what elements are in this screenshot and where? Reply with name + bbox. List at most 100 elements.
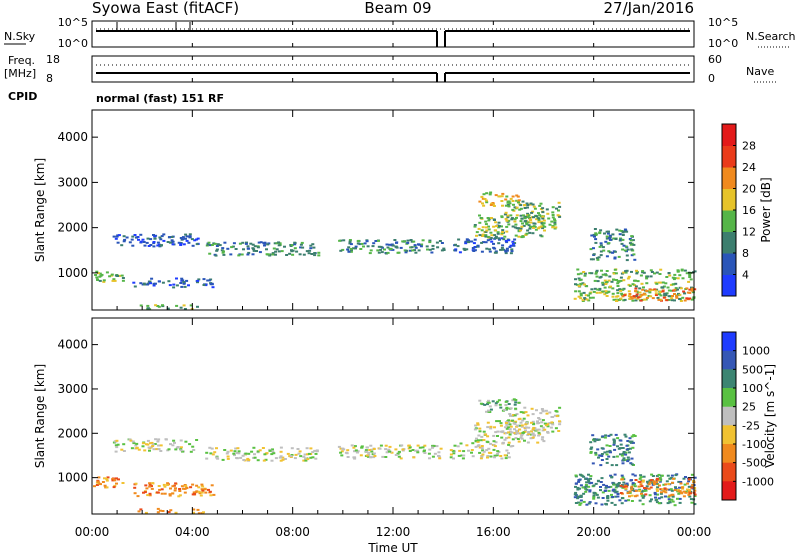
- title-center: Beam 09: [364, 0, 431, 17]
- echo-cell: [605, 235, 609, 238]
- echo-cell: [207, 279, 211, 282]
- echo-cell: [188, 236, 192, 239]
- echo-cell: [309, 247, 313, 250]
- echo-cell: [263, 244, 266, 247]
- power-echo-layer: [94, 191, 697, 311]
- echo-cell: [290, 447, 294, 450]
- echo-cell: [678, 274, 682, 277]
- echo-cell: [513, 238, 517, 241]
- echo-cell: [290, 244, 294, 247]
- echo-cell: [678, 297, 681, 300]
- echo-cell: [96, 272, 100, 275]
- echo-cell: [655, 271, 659, 274]
- echo-cell: [635, 272, 639, 275]
- echo-cell: [606, 232, 610, 235]
- echo-cell: [117, 234, 121, 237]
- echo-cell: [174, 511, 178, 514]
- echo-cell: [574, 485, 577, 488]
- echo-cell: [516, 424, 520, 427]
- echo-cell: [594, 232, 598, 235]
- echo-cell: [153, 235, 157, 238]
- echo-cell: [113, 484, 117, 487]
- echo-cell: [155, 448, 159, 451]
- echo-cell: [507, 421, 511, 424]
- echo-cell: [691, 288, 695, 291]
- echo-cell: [146, 439, 150, 442]
- echo-cell: [143, 449, 147, 452]
- echo-cell: [667, 498, 671, 501]
- echo-cell: [98, 275, 102, 278]
- echo-cell: [618, 229, 622, 232]
- echo-cell: [475, 437, 478, 440]
- echo-cell: [453, 444, 457, 447]
- echo-cell: [520, 425, 524, 428]
- echo-cell: [525, 202, 529, 205]
- echo-cell: [601, 246, 605, 249]
- echo-cell: [211, 453, 215, 456]
- echo-cell: [139, 508, 143, 511]
- echo-cell: [550, 421, 554, 424]
- echo-cell: [608, 236, 612, 239]
- echo-cell: [130, 238, 134, 241]
- echo-cell: [370, 450, 374, 453]
- echo-cell: [505, 247, 509, 250]
- echo-cell: [502, 238, 506, 241]
- echo-cell: [493, 219, 496, 221]
- echo-cell: [683, 299, 687, 302]
- echo-cell: [514, 234, 518, 237]
- echo-cell: [177, 495, 181, 498]
- echo-cell: [372, 452, 376, 455]
- echo-cell: [431, 455, 435, 458]
- echo-cell: [507, 403, 511, 405]
- echo-cell: [548, 422, 552, 425]
- echo-cell: [636, 297, 640, 300]
- echo-cell: [200, 491, 204, 494]
- echo-cell: [667, 495, 671, 498]
- echo-cell: [417, 243, 421, 246]
- echo-cell: [487, 219, 491, 222]
- echo-cell: [517, 424, 521, 427]
- echo-cell: [246, 253, 250, 256]
- echo-cell: [196, 279, 200, 282]
- echo-cell: [514, 223, 518, 226]
- echo-cell: [235, 457, 239, 459]
- echo-cell: [512, 414, 516, 416]
- echo-cell: [473, 224, 477, 226]
- echo-cell: [349, 248, 353, 250]
- echo-cell: [608, 251, 612, 254]
- echo-cell: [648, 500, 652, 503]
- echo-cell: [221, 458, 225, 461]
- echo-cell: [543, 225, 547, 228]
- echo-cell: [667, 488, 671, 491]
- echo-cell: [654, 289, 658, 292]
- echo-cell: [520, 434, 524, 437]
- echo-cell: [679, 287, 683, 290]
- echo-cell: [597, 480, 600, 483]
- echo-cell: [537, 434, 541, 437]
- echo-cell: [416, 444, 420, 447]
- echo-cell: [600, 447, 604, 450]
- echo-cell: [183, 285, 187, 288]
- echo-cell: [643, 298, 647, 301]
- colorbar-swatch: [722, 210, 736, 232]
- echo-cell: [633, 284, 637, 287]
- colorbar-swatch: [722, 444, 736, 464]
- echo-cell: [659, 492, 663, 495]
- echo-cell: [310, 253, 314, 255]
- echo-cell: [409, 239, 413, 241]
- echo-cell: [247, 459, 251, 461]
- echo-cell: [515, 216, 518, 219]
- echo-cell: [403, 249, 407, 252]
- echo-cell: [95, 484, 99, 486]
- echo-cell: [676, 269, 680, 272]
- echo-cell: [604, 240, 608, 243]
- echo-cell: [683, 292, 687, 295]
- echo-cell: [676, 277, 680, 280]
- echo-cell: [513, 218, 517, 221]
- echo-cell: [521, 235, 525, 238]
- echo-cell: [526, 216, 530, 218]
- echo-cell: [467, 241, 470, 244]
- echo-cell: [171, 243, 175, 246]
- echo-cell: [630, 488, 634, 491]
- echo-cell: [517, 199, 521, 202]
